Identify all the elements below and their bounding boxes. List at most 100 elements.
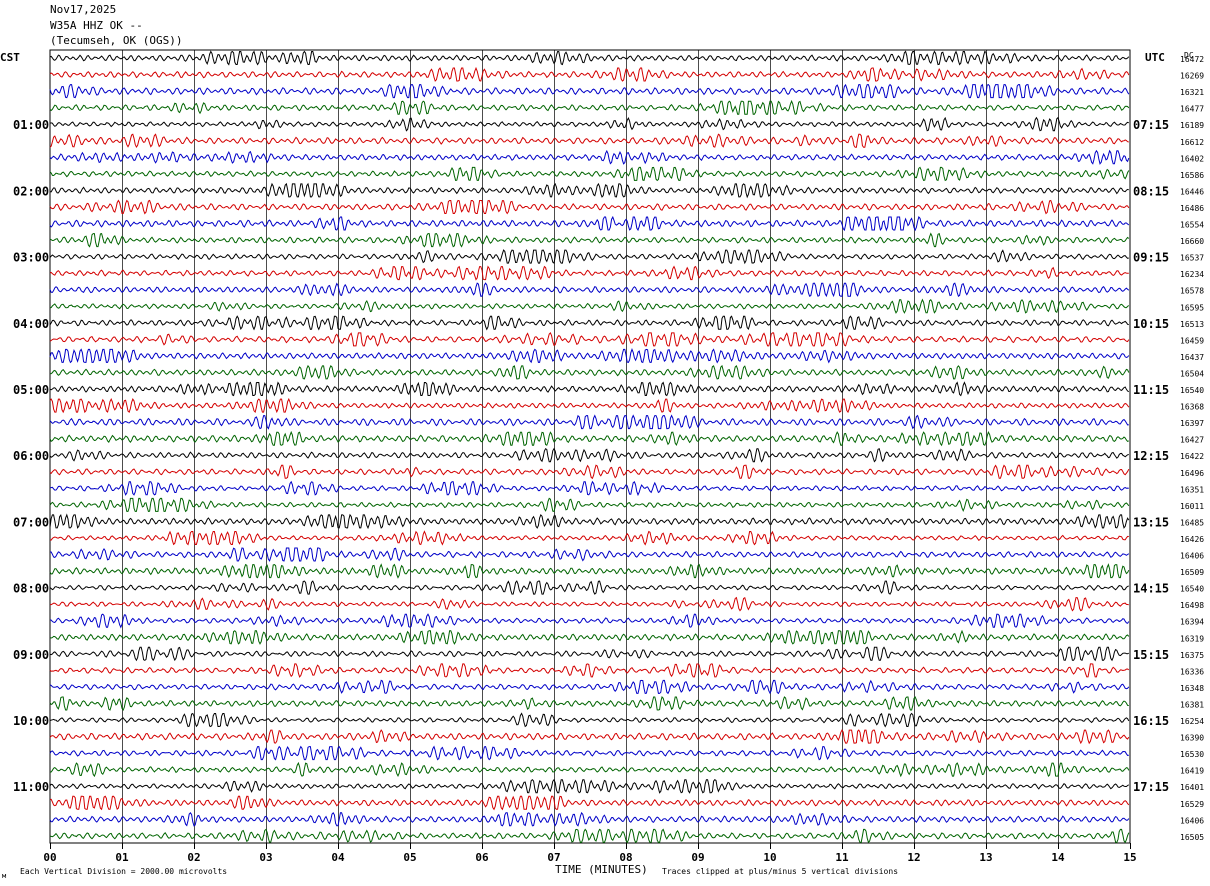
dc-offset-label: 16509 xyxy=(1180,568,1204,577)
utc-hour-label: 11:15 xyxy=(1133,383,1169,397)
dc-offset-label: 16498 xyxy=(1180,601,1204,610)
seismic-trace xyxy=(49,613,1130,629)
cst-hour-label: 01:00 xyxy=(13,118,49,132)
dc-offset-label: 16505 xyxy=(1180,833,1204,842)
seismic-trace xyxy=(49,50,1130,66)
utc-hour-label: 12:15 xyxy=(1133,449,1169,463)
x-tick-label: 08 xyxy=(619,851,632,864)
seismic-trace xyxy=(49,116,1129,132)
x-tick-label: 09 xyxy=(691,851,704,864)
seismic-trace xyxy=(49,414,1129,430)
seismic-trace xyxy=(49,199,1130,215)
utc-hour-label: 17:15 xyxy=(1133,780,1169,794)
utc-hour-label: 10:15 xyxy=(1133,317,1169,331)
dc-offset-label: 16446 xyxy=(1180,187,1204,196)
x-tick-label: 02 xyxy=(187,851,200,864)
cst-hour-label: 11:00 xyxy=(13,780,49,794)
seismic-trace xyxy=(49,745,1129,761)
dc-offset-label: 16540 xyxy=(1180,386,1204,395)
dc-offset-label: 16537 xyxy=(1180,254,1204,263)
header-station: W35A HHZ OK -- xyxy=(50,19,143,32)
clip-note: Traces clipped at plus/minus 5 vertical … xyxy=(662,867,899,876)
seismic-trace xyxy=(49,232,1130,248)
x-tick-label: 00 xyxy=(43,851,56,864)
dc-offset-label: 16254 xyxy=(1180,717,1204,726)
seismic-trace xyxy=(50,596,1129,612)
dc-offset-label: 16437 xyxy=(1180,353,1204,362)
x-tick-label: 14 xyxy=(1051,851,1065,864)
seismic-trace xyxy=(49,149,1130,165)
dc-offset-label: 16486 xyxy=(1180,204,1204,213)
seismic-trace xyxy=(49,480,1129,497)
seismic-trace xyxy=(49,530,1129,546)
seismic-trace xyxy=(49,629,1130,645)
dc-offset-label: 16529 xyxy=(1180,800,1204,809)
seismic-trace xyxy=(49,298,1130,314)
dc-offset-label: 16348 xyxy=(1180,684,1204,693)
x-tick-label: 12 xyxy=(907,851,920,864)
dc-offset-label: 16530 xyxy=(1180,750,1204,759)
dc-offset-label: 16234 xyxy=(1180,270,1204,279)
seismic-trace xyxy=(49,811,1130,827)
x-tick-label: 04 xyxy=(331,851,345,864)
dc-offset-label: 16540 xyxy=(1180,585,1204,594)
seismic-trace xyxy=(49,712,1130,728)
utc-hour-label: 13:15 xyxy=(1133,515,1169,529)
dc-offset-label: 16406 xyxy=(1180,816,1204,825)
cst-hour-label: 03:00 xyxy=(13,251,49,265)
dc-offset-label: 16504 xyxy=(1180,369,1204,378)
seismic-trace xyxy=(49,795,1130,811)
dc-offset-label: 16189 xyxy=(1180,121,1204,130)
seismic-trace xyxy=(49,828,1130,844)
x-tick-label: 15 xyxy=(1123,851,1136,864)
dc-offset-label: 16660 xyxy=(1180,237,1204,246)
seismic-trace xyxy=(49,381,1130,397)
seismic-trace xyxy=(49,447,1129,463)
utc-hour-label: 16:15 xyxy=(1133,714,1169,728)
dc-axis-label: DC xyxy=(1184,51,1194,60)
x-tick-label: 11 xyxy=(835,851,849,864)
seismic-trace xyxy=(49,397,1130,414)
dc-offset-label: 16485 xyxy=(1180,518,1204,527)
utc-hour-label: 09:15 xyxy=(1133,251,1169,265)
x-tick-label: 07 xyxy=(547,851,560,864)
dc-offset-label: 16595 xyxy=(1180,303,1204,312)
seismic-trace xyxy=(49,563,1130,579)
dc-offset-label: 16578 xyxy=(1180,287,1204,296)
dc-offset-label: 16375 xyxy=(1180,651,1204,660)
cst-axis-label: CST xyxy=(0,51,20,64)
utc-hour-label: 07:15 xyxy=(1133,118,1169,132)
cst-hour-label: 09:00 xyxy=(13,648,49,662)
dc-offset-label: 16459 xyxy=(1180,336,1204,345)
seismic-trace xyxy=(49,513,1130,530)
dc-offset-label: 16381 xyxy=(1180,700,1204,709)
dc-offset-label: 16390 xyxy=(1180,734,1204,743)
cst-hour-label: 05:00 xyxy=(13,383,49,397)
scale-note: Each Vertical Division = 2000.00 microvo… xyxy=(20,867,228,876)
seismic-trace xyxy=(49,83,1130,99)
utc-hour-label: 15:15 xyxy=(1133,648,1169,662)
seismic-trace xyxy=(49,347,1130,364)
cst-hour-label: 10:00 xyxy=(13,714,49,728)
dc-offset-label: 16368 xyxy=(1180,403,1204,412)
seismic-trace xyxy=(50,547,1130,562)
header-location: (Tecumseh, OK (OGS)) xyxy=(50,34,183,47)
dc-offset-label: 16269 xyxy=(1180,72,1204,81)
seismic-trace xyxy=(49,166,1130,182)
seismic-trace xyxy=(49,249,1129,265)
x-tick-label: 03 xyxy=(259,851,272,864)
cst-hour-label: 06:00 xyxy=(13,449,49,463)
x-axis-title: TIME (MINUTES) xyxy=(555,863,648,876)
seismic-trace xyxy=(49,282,1130,298)
seismic-trace xyxy=(49,729,1130,745)
x-tick-label: 01 xyxy=(115,851,129,864)
seismic-trace xyxy=(49,646,1129,662)
dc-offset-label: 16394 xyxy=(1180,618,1204,627)
cst-hour-label: 08:00 xyxy=(13,582,49,596)
dc-offset-label: 16402 xyxy=(1180,154,1204,163)
cst-hour-label: 04:00 xyxy=(13,317,49,331)
dc-offset-label: 16472 xyxy=(1180,55,1204,64)
utc-hour-label: 08:15 xyxy=(1133,184,1169,198)
x-tick-label: 06 xyxy=(475,851,489,864)
